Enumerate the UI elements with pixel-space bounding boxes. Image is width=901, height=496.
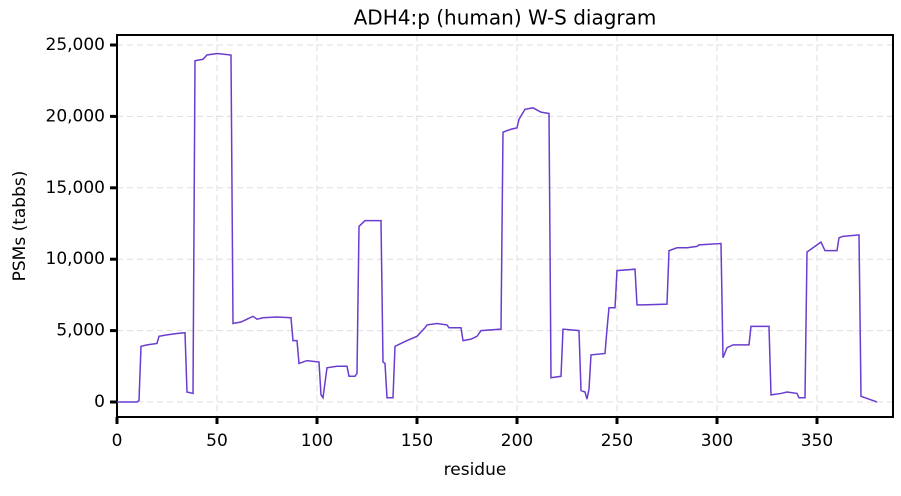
x-tick-label: 150	[401, 431, 433, 451]
x-tick-label: 100	[301, 431, 333, 451]
data-line	[117, 52, 878, 403]
chart-title: ADH4:p (human) W-S diagram	[354, 6, 657, 30]
x-tick-label: 250	[601, 431, 633, 451]
x-axis-label: residue	[444, 460, 507, 480]
x-tick-label: 50	[206, 431, 228, 451]
x-tick-label: 350	[801, 431, 833, 451]
y-tick-label: 5,000	[56, 321, 105, 341]
y-axis-label: PSMs (tabbs)	[10, 171, 30, 282]
y-tick-label: 20,000	[46, 106, 105, 126]
x-tick-label: 0	[112, 431, 123, 451]
y-tick-label: 10,000	[46, 249, 105, 269]
y-tick-label: 15,000	[46, 178, 105, 198]
y-tick-label: 0	[94, 392, 105, 412]
y-tick-label: 25,000	[46, 35, 105, 55]
x-tick-label: 300	[701, 431, 733, 451]
x-tick-label: 200	[501, 431, 533, 451]
plot-frame	[116, 34, 894, 418]
